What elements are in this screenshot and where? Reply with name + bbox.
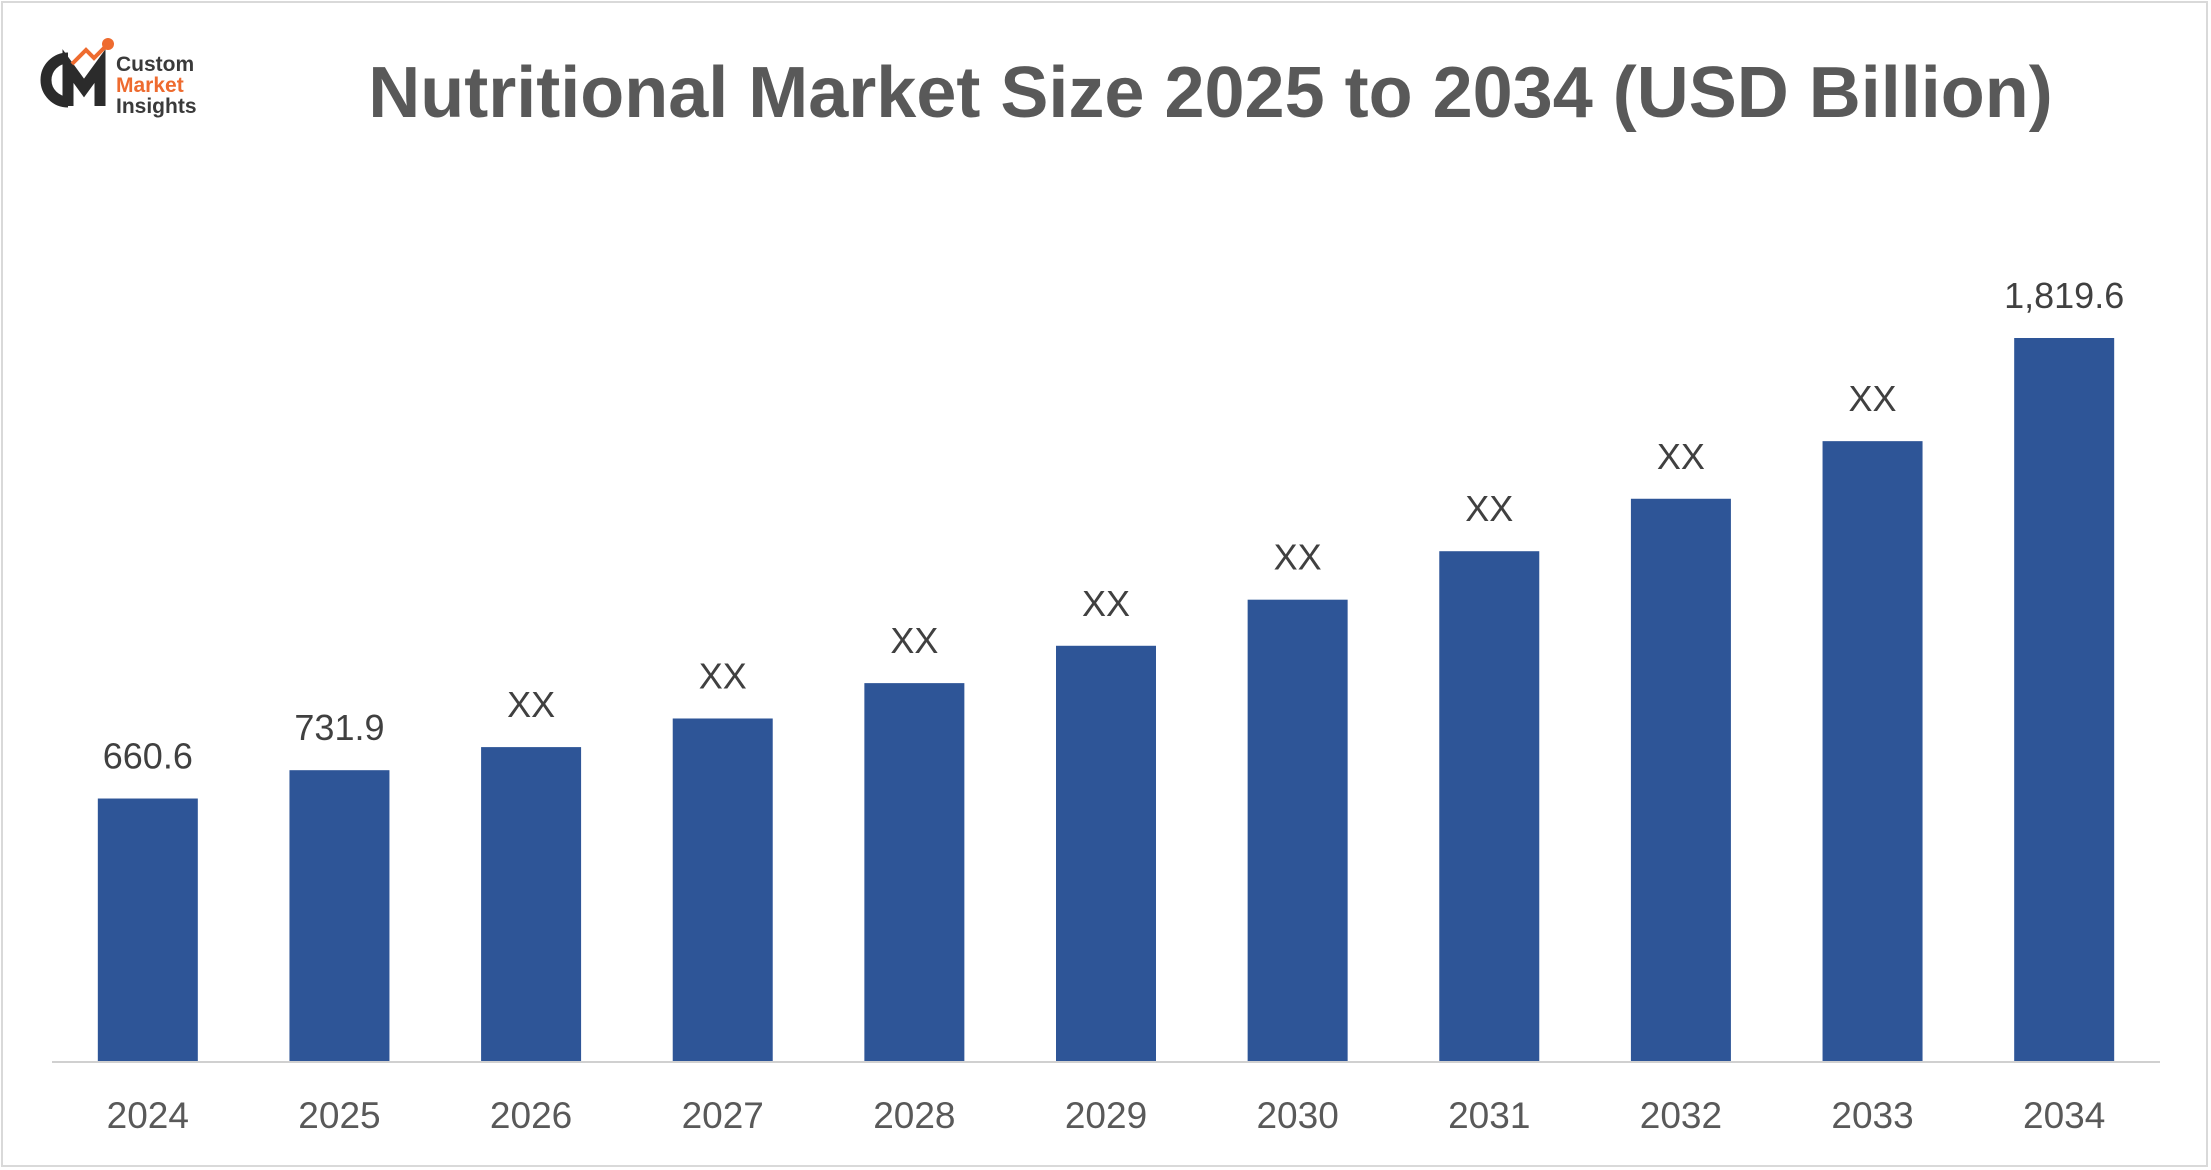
data-label-2025: 731.9 [294, 707, 384, 748]
data-label-2034: 1,819.6 [2004, 275, 2124, 316]
x-tick-label-2028: 2028 [873, 1095, 955, 1136]
x-tick-label-2029: 2029 [1065, 1095, 1147, 1136]
data-label-2033: XX [1849, 378, 1897, 419]
x-tick-label-2025: 2025 [298, 1095, 380, 1136]
bar-2028 [864, 683, 965, 1061]
chart-title: Nutritional Market Size 2025 to 2034 (US… [368, 53, 2053, 133]
bar-2025 [289, 770, 390, 1061]
bar-2033 [1822, 441, 1923, 1061]
x-tick-label-2034: 2034 [2023, 1095, 2105, 1136]
data-labels-layer: 660.6 731.9 XX XX XX XX XX XX XX XX 1,819.6 [103, 275, 2124, 777]
data-label-2024: 660.6 [103, 736, 193, 777]
x-tick-label-2031: 2031 [1448, 1095, 1530, 1136]
logo-text: Custom Market Insights [116, 54, 197, 117]
logo-line-2: Market [116, 74, 184, 97]
x-tick-label-2032: 2032 [1640, 1095, 1722, 1136]
data-label-2027: XX [699, 655, 747, 696]
data-label-2030: XX [1274, 537, 1322, 578]
data-label-2028: XX [890, 620, 938, 661]
bar-2027 [672, 718, 773, 1061]
data-label-2031: XX [1465, 488, 1513, 529]
x-tick-label-2027: 2027 [682, 1095, 764, 1136]
logo-line-1: Custom [116, 53, 195, 76]
bar-2030 [1247, 599, 1348, 1061]
x-tick-labels-layer: 2024 2025 2026 2027 2028 2029 2030 2031 2032 2033… [107, 1095, 2106, 1136]
x-tick-label-2030: 2030 [1256, 1095, 1338, 1136]
logo-line-3: Insights [116, 95, 197, 118]
x-tick-label-2024: 2024 [107, 1095, 189, 1136]
bar-2024 [97, 798, 198, 1061]
bar-2034 [2014, 338, 2115, 1061]
data-label-2029: XX [1082, 583, 1130, 624]
bars-layer [97, 338, 2115, 1061]
bar-2029 [1056, 645, 1156, 1061]
x-tick-label-2033: 2033 [1831, 1095, 1913, 1136]
logo-mark-icon [40, 38, 114, 108]
bar-2032 [1630, 498, 1731, 1061]
bar-2026 [481, 747, 582, 1061]
x-tick-label-2026: 2026 [490, 1095, 572, 1136]
company-logo: Custom Market Insights [28, 36, 218, 126]
bar-2031 [1439, 551, 1540, 1061]
data-label-2026: XX [507, 684, 555, 725]
data-label-2032: XX [1657, 436, 1705, 477]
